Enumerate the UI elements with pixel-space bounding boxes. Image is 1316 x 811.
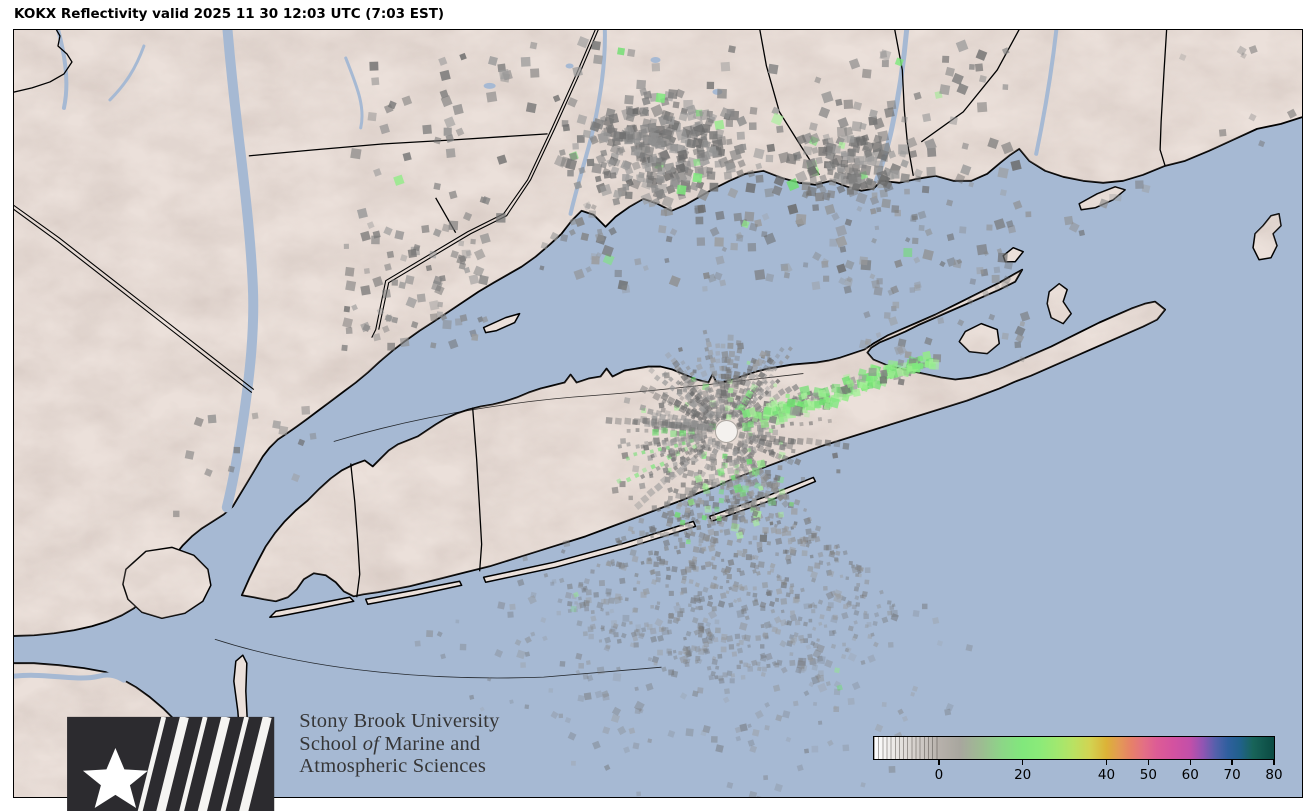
nj-ny-border-double [14,208,253,393]
logo-line-1: Stony Brook University [299,710,500,732]
hudson-river [221,30,259,513]
logo-line-2: School of Marine and [299,732,481,755]
colorbar-tick [1105,760,1108,765]
stream [344,56,364,130]
star-icon [82,747,148,809]
colorbar-tick [1231,760,1233,765]
nj-ny-border [14,204,255,390]
basemap-svg [14,30,1302,797]
reflectivity-colorbar: 0 20 40 50 60 70 80 [873,736,1283,784]
lake [565,63,574,69]
colorbar-tick [1021,760,1024,765]
colorbar-tick [1273,760,1275,765]
radar-map: 0 20 40 50 60 70 80 Stony Brook University [13,29,1303,811]
nassau-suffolk-line [471,407,483,572]
lake [483,82,496,89]
stream [108,44,146,102]
county-line [759,30,820,176]
queens-nassau-line [350,463,361,598]
county-line [920,30,1020,143]
colorbar-tick-label: 60 [1181,767,1199,783]
raritan-river [14,672,127,683]
rivers-and-lakes [14,30,1059,683]
ny-ct-border-double [378,30,599,330]
colorbar-tick [938,760,940,765]
ct-ri-border [1159,30,1168,167]
harbor-boundary-line [214,638,662,679]
logo-line-3: Atmospheric Sciences [299,755,487,777]
radar-site-marker [714,419,738,443]
colorbar-discrete-stripes [874,737,939,759]
stream [56,30,69,110]
colorbar-tick-label: 50 [1139,767,1157,783]
colorbar-tick [1189,760,1191,765]
sbu-shield-icon [67,716,275,811]
county-line [14,30,73,93]
colorbar-tick [1147,760,1150,765]
colorbar-tick-label: 80 [1265,767,1283,783]
colorbar-gradient: 0 20 40 50 60 70 80 [873,736,1283,783]
colorbar-tick-label: 70 [1223,767,1241,783]
county-line [894,30,914,176]
stony-brook-logo: Stony Brook University School of Marine … [49,710,499,811]
lake [650,56,661,63]
county-line [248,133,548,157]
colorbar-tick-label: 40 [1097,767,1116,783]
radar-echo-layer [173,36,1297,797]
colorbar-tick-label: 20 [1014,767,1032,783]
page-title: KOKX Reflectivity valid 2025 11 30 12:03… [14,6,445,22]
colorbar-tick-label: 0 [934,767,944,783]
sbu-logo-text: Stony Brook University School of Marine … [299,710,499,778]
thames-river [1034,30,1059,156]
